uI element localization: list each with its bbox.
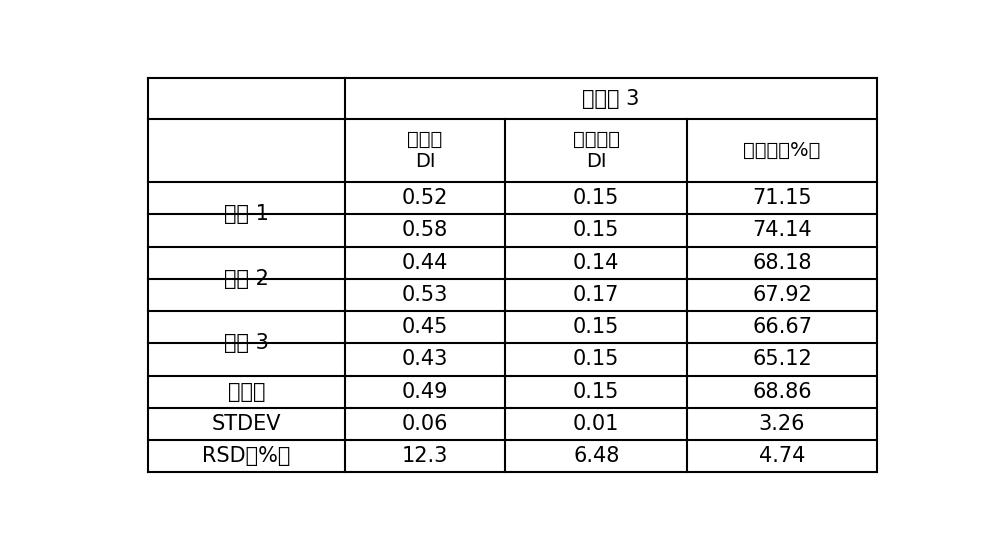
Text: 0.15: 0.15 — [573, 349, 619, 370]
Text: 0.14: 0.14 — [573, 253, 619, 272]
Text: 平行 1: 平行 1 — [224, 204, 269, 224]
Text: 0.15: 0.15 — [573, 188, 619, 208]
Text: 12.3: 12.3 — [402, 446, 448, 467]
Text: 3.26: 3.26 — [759, 414, 805, 434]
Text: 67.92: 67.92 — [752, 285, 812, 305]
Text: 74.14: 74.14 — [752, 220, 812, 240]
Text: 实施例 3: 实施例 3 — [582, 89, 640, 108]
Text: 平行 2: 平行 2 — [224, 269, 269, 289]
Text: 71.15: 71.15 — [752, 188, 812, 208]
Text: 0.01: 0.01 — [573, 414, 619, 434]
Text: 平行 3: 平行 3 — [224, 334, 269, 353]
Text: 0.44: 0.44 — [402, 253, 448, 272]
Text: 66.67: 66.67 — [752, 317, 812, 337]
Text: 0.15: 0.15 — [573, 317, 619, 337]
Text: 0.17: 0.17 — [573, 285, 619, 305]
Text: 6.48: 6.48 — [573, 446, 619, 467]
Text: 抑制率（%）: 抑制率（%） — [743, 141, 821, 160]
Text: 68.86: 68.86 — [752, 382, 812, 402]
Text: RSD（%）: RSD（%） — [202, 446, 291, 467]
Text: STDEV: STDEV — [212, 414, 281, 434]
Text: 65.12: 65.12 — [752, 349, 812, 370]
Text: 0.49: 0.49 — [402, 382, 448, 402]
Text: 0.52: 0.52 — [402, 188, 448, 208]
Text: 0.58: 0.58 — [402, 220, 448, 240]
Text: 0.43: 0.43 — [402, 349, 448, 370]
Text: 阳性组
DI: 阳性组 DI — [407, 130, 443, 171]
Text: 4.74: 4.74 — [759, 446, 805, 467]
Text: 68.18: 68.18 — [752, 253, 812, 272]
Text: 平均値: 平均値 — [228, 382, 265, 402]
Text: 共培养组
DI: 共培养组 DI — [573, 130, 620, 171]
Text: 0.15: 0.15 — [573, 220, 619, 240]
Text: 0.53: 0.53 — [402, 285, 448, 305]
Text: 0.15: 0.15 — [573, 382, 619, 402]
Text: 0.06: 0.06 — [402, 414, 448, 434]
Text: 0.45: 0.45 — [402, 317, 448, 337]
